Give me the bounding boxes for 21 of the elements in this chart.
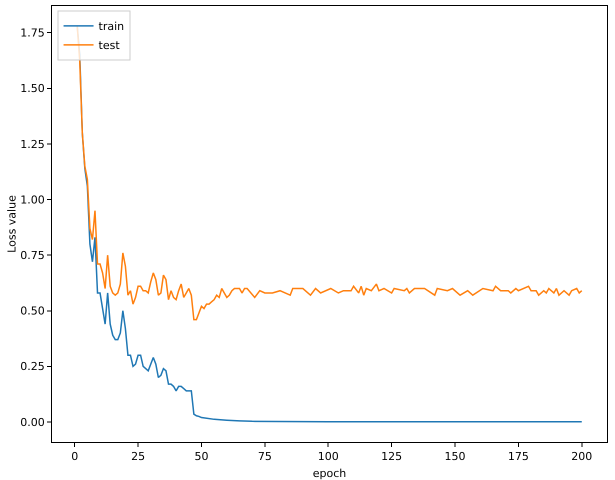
x-tick-label: 150 (444, 450, 466, 464)
y-tick-label: 1.25 (20, 138, 45, 151)
x-tick-label: 25 (131, 450, 146, 464)
y-axis-title: Loss value (5, 194, 18, 253)
y-tick-label: 0.75 (20, 248, 45, 262)
y-tick-label: 1.00 (20, 193, 45, 206)
x-axis-title: epoch (312, 467, 346, 480)
y-tick-label: 1.75 (20, 26, 45, 40)
x-tick-label: 75 (258, 450, 272, 464)
y-tick-label: 1.50 (20, 82, 45, 96)
x-tick-label: 100 (318, 450, 339, 464)
x-tick-label: 200 (571, 450, 592, 464)
x-tick-label: 50 (194, 450, 208, 464)
y-tick-label: 0.25 (20, 360, 45, 374)
x-tick-label: 0 (71, 450, 78, 464)
y-tick-label: 0.00 (20, 416, 45, 429)
x-tick-label: 175 (508, 450, 529, 464)
x-tick-label: 125 (381, 450, 402, 464)
y-tick-label: 0.50 (20, 304, 45, 318)
legend-label: test (98, 39, 120, 52)
legend-label: train (98, 20, 124, 34)
